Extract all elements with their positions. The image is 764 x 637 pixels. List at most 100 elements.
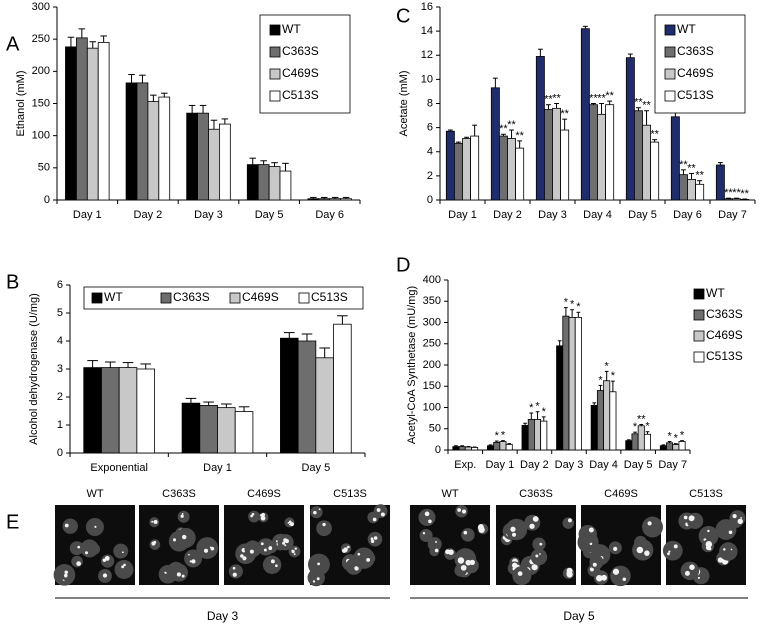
cell	[419, 528, 433, 543]
granule	[705, 540, 713, 548]
y-tick-label: 350	[423, 295, 441, 307]
error-bar	[517, 140, 523, 149]
granule	[275, 564, 278, 568]
cell	[71, 555, 83, 568]
cell	[316, 520, 332, 537]
granule	[268, 546, 273, 551]
error-bar	[633, 431, 637, 434]
x-tick-label: Day 4	[583, 209, 612, 221]
error-bar	[599, 103, 604, 115]
error-bar	[282, 162, 289, 172]
granule	[294, 547, 297, 550]
bar	[65, 46, 77, 201]
granule	[435, 540, 438, 543]
error-bar	[105, 361, 116, 368]
error-bar	[464, 136, 469, 139]
legend-label: C469S	[706, 328, 743, 342]
granule	[589, 542, 593, 545]
y-tick-label: 300	[32, 1, 50, 13]
significance-label: **	[597, 92, 606, 104]
granule	[460, 564, 467, 571]
bar	[158, 96, 171, 201]
x-tick-label: Day 1	[485, 459, 514, 471]
x-tick-label: Day 7	[658, 459, 687, 471]
bar	[101, 367, 120, 454]
x-tick-label: Day 3	[555, 459, 584, 471]
granule	[181, 513, 184, 515]
granule	[372, 517, 377, 522]
bar	[552, 107, 562, 201]
bar	[609, 391, 617, 451]
cell	[429, 546, 440, 557]
cell	[62, 518, 78, 534]
y-tick-label: 150	[32, 97, 50, 109]
granule	[293, 553, 296, 556]
granule	[249, 549, 254, 554]
x-tick-label: Day 4	[589, 459, 618, 471]
y-tick-label: 150	[423, 380, 441, 392]
cell	[228, 564, 243, 579]
bar	[527, 418, 535, 451]
granule	[613, 546, 618, 551]
granule	[707, 529, 710, 533]
granule	[316, 577, 320, 581]
y-tick-label: 300	[423, 316, 441, 328]
error-bar	[697, 180, 703, 185]
granule	[260, 515, 266, 521]
x-tick-label: Day 5	[624, 459, 653, 471]
granule	[636, 546, 644, 554]
granule	[189, 560, 192, 563]
image-label: C469S	[604, 488, 638, 500]
granule	[728, 530, 733, 535]
bar	[625, 440, 633, 451]
granule	[313, 510, 317, 515]
granule	[588, 527, 594, 533]
granule	[535, 554, 539, 558]
significance-label: **	[695, 170, 704, 182]
legend-label: C469S	[282, 66, 319, 80]
legend-label: C513S	[706, 349, 743, 363]
error-bar	[221, 118, 229, 125]
image-label: WT	[441, 488, 458, 500]
error-bar	[283, 332, 295, 339]
bar	[507, 138, 517, 201]
y-axis-label: Alcohol dehydrogenase (U/mg)	[28, 293, 40, 445]
error-bar	[592, 402, 597, 406]
bar	[97, 41, 110, 201]
granule	[322, 522, 326, 527]
significance-label: *	[674, 433, 679, 445]
legend-swatch	[664, 68, 676, 80]
granule	[103, 574, 106, 577]
granule	[428, 519, 432, 524]
granule	[448, 549, 454, 555]
bar	[257, 164, 270, 201]
group-label: Day 3	[207, 609, 239, 623]
granule	[153, 519, 158, 524]
image-label: C513S	[333, 488, 367, 500]
error-bar	[249, 157, 257, 165]
error-bar	[611, 380, 615, 392]
x-tick-label: Day 5	[255, 209, 284, 221]
error-bar	[128, 74, 135, 83]
bar	[499, 441, 507, 451]
granule	[210, 546, 215, 551]
bar	[329, 198, 342, 201]
granule	[366, 558, 371, 562]
granule	[596, 574, 603, 582]
significance-label: *	[564, 297, 569, 309]
bar	[471, 447, 479, 451]
granule	[434, 548, 439, 553]
legend-label: C363S	[173, 290, 210, 304]
significance-label: *	[598, 374, 603, 386]
legend-swatch	[664, 90, 676, 102]
bar	[279, 170, 292, 201]
significance-label: **	[507, 119, 516, 131]
cell	[698, 525, 719, 546]
error-bar	[726, 197, 731, 199]
cell	[642, 516, 663, 538]
y-tick-label: 4	[57, 335, 63, 347]
bar	[650, 141, 660, 201]
significance-label: **	[560, 108, 569, 120]
image-label: C469S	[247, 488, 281, 500]
